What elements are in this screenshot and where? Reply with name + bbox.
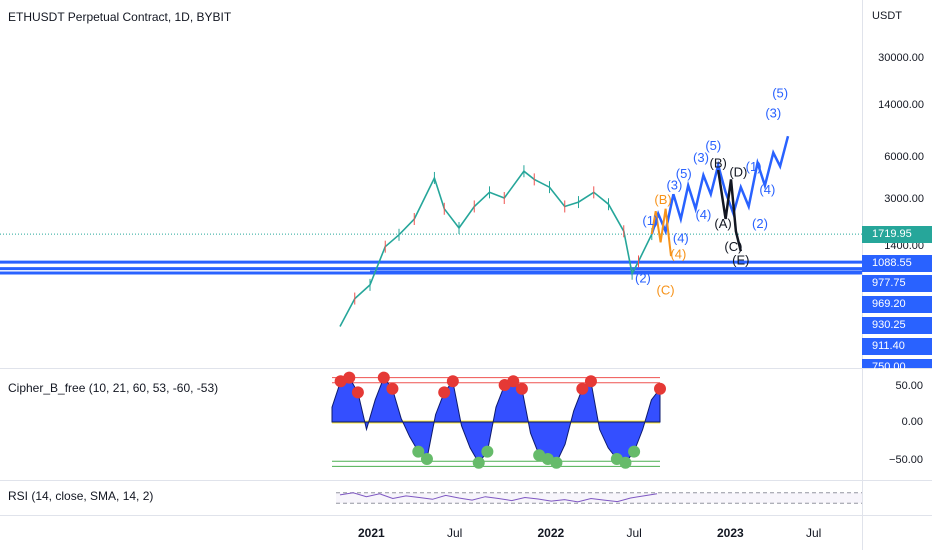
cipher-wave-area <box>331 376 661 464</box>
price-axis-tick: 30000.00 <box>878 52 924 64</box>
elliott-subwave[interactable] <box>650 208 672 257</box>
cipher-buy-dot <box>481 445 494 458</box>
cipher-sell-dot <box>584 375 597 388</box>
cipher-sell-dot <box>515 382 528 395</box>
wave-label: (D) <box>729 165 747 180</box>
wave-label: (5) <box>676 166 692 181</box>
cipher-indicator-label[interactable]: Cipher_B_free (10, 21, 60, 53, -60, -53) <box>8 381 219 395</box>
wave-label: (3) <box>765 106 781 121</box>
cipher-sell-dot <box>576 382 589 395</box>
price-level-label[interactable]: 969.20 <box>862 296 932 313</box>
wave-label: (2) <box>752 216 768 231</box>
wave-label: (4) <box>673 230 689 245</box>
pane-divider[interactable] <box>0 480 932 481</box>
cipher-tick-minus-50: −50.00 <box>889 454 923 466</box>
wave-label: (5) <box>772 85 788 100</box>
wave-label: (A) <box>714 216 731 231</box>
cipher-buy-dot <box>628 445 641 458</box>
cipher-buy-dot <box>420 453 433 465</box>
chart-title: ETHUSDT Perpetual Contract, 1D, BYBIT <box>8 10 232 24</box>
time-axis-label: 2022 <box>537 526 565 540</box>
cipher-sell-dot <box>438 386 451 399</box>
wave-label: (1) <box>746 159 762 174</box>
time-axis-label: Jul <box>806 526 822 540</box>
price-axis-tick: 14000.00 <box>878 98 924 111</box>
time-axis-label: 2023 <box>717 526 744 540</box>
rsi-indicator-label[interactable]: RSI (14, close, SMA, 14, 2) <box>8 489 154 503</box>
wave-label: (4) <box>759 182 775 197</box>
price-chart[interactable]: (1)(2)(3)(4)(5)(3)(4)(5)(1)(2)(3)(4)(5)(… <box>0 0 862 368</box>
wave-label: (C) <box>724 239 742 254</box>
price-axis-tick: 6000.00 <box>884 150 924 163</box>
price-level-label[interactable]: 911.40 <box>862 338 932 355</box>
cipher-chart[interactable] <box>0 369 862 480</box>
cipher-buy-dot <box>412 445 425 458</box>
cipher-sell-dot <box>386 382 399 395</box>
price-level-label[interactable]: 930.25 <box>862 317 932 334</box>
wave-label: (2) <box>635 270 651 285</box>
cipher-tick-0: 0.00 <box>901 416 923 428</box>
rsi-line[interactable] <box>339 492 658 503</box>
wave-label: (B) <box>710 156 727 171</box>
cipher-sell-dot <box>654 382 666 395</box>
cipher-buy-dot <box>619 456 632 469</box>
wave-label: (5) <box>705 138 721 153</box>
rsi-pane[interactable]: RSI (14, close, SMA, 14, 2) <box>0 481 862 514</box>
elliott-correction[interactable] <box>716 169 743 252</box>
time-axis-label: Jul <box>626 526 642 540</box>
cipher-sell-dot <box>507 375 520 388</box>
wave-label: (4) <box>670 247 686 262</box>
rsi-band <box>336 492 862 504</box>
wave-label: (3) <box>666 178 682 193</box>
wave-label: (4) <box>695 207 711 222</box>
cipher-sell-dot <box>351 386 364 399</box>
wave-label: (C) <box>657 283 675 298</box>
cipher-sell-dot <box>446 375 459 388</box>
rsi-chart[interactable] <box>0 481 862 514</box>
price-level-label[interactable]: 750.00 <box>862 359 932 373</box>
cipher-sell-dot <box>343 371 356 384</box>
cipher-buy-dot <box>550 456 563 469</box>
price-series-line[interactable] <box>339 170 653 327</box>
cipher-buy-dot <box>472 456 485 469</box>
elliott-wave-projection[interactable] <box>650 135 790 236</box>
time-axis-label: 2021 <box>358 526 385 540</box>
price-axis-tick: 3000.00 <box>884 193 924 205</box>
price-level-label[interactable]: 977.75 <box>862 275 932 292</box>
wave-label: (E) <box>732 252 749 267</box>
wave-label: (3) <box>693 150 709 165</box>
cipher-tick-50: 50.00 <box>895 380 923 392</box>
cipher-pane[interactable]: Cipher_B_free (10, 21, 60, 53, -60, -53) <box>0 369 862 480</box>
wave-label: (1) <box>642 213 658 228</box>
time-axis-divider <box>0 515 932 516</box>
wave-label: (B) <box>654 192 671 207</box>
main-price-pane[interactable]: (1) (2) (3) (4) (5) (3) (4) (5) (1) (2) (3) (4) (5)(… <box>0 0 862 368</box>
time-axis-label: Jul <box>447 526 463 540</box>
currency-label: USDT <box>872 10 902 22</box>
price-level-label[interactable]: 1088.55 <box>862 255 932 272</box>
cipher-sell-dot <box>377 371 390 384</box>
price-axis[interactable]: USDT <box>863 0 932 368</box>
pane-divider[interactable] <box>0 368 932 369</box>
price-level-label[interactable]: 1719.95 <box>862 226 932 243</box>
